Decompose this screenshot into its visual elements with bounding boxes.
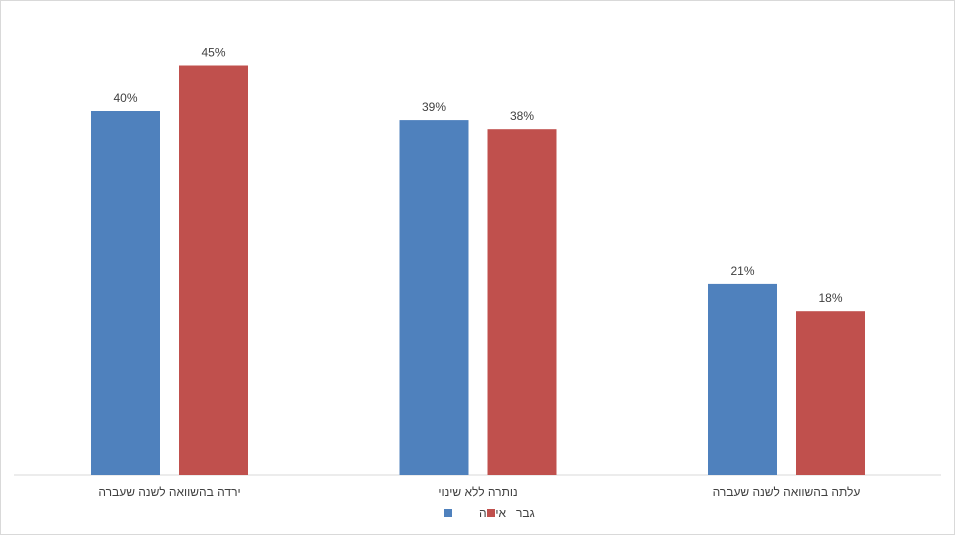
- bars-layer: [91, 65, 865, 475]
- legend-swatch-woman: [444, 509, 452, 517]
- bar-woman-2: [708, 283, 777, 475]
- data-label: 39%: [422, 100, 446, 114]
- category-label: ירדה בהשוואה לשנה שעברה: [98, 485, 240, 499]
- data-label: 21%: [730, 264, 754, 278]
- legend: אישהגבר: [444, 506, 535, 520]
- data-label: 40%: [113, 91, 137, 105]
- category-label: נותרה ללא שינוי: [438, 485, 517, 499]
- bar-woman-1: [399, 120, 469, 475]
- legend-swatch-man: [487, 509, 495, 517]
- bar-man-2: [796, 311, 865, 475]
- legend-label-man: גבר: [516, 506, 535, 520]
- data-label: 18%: [818, 291, 842, 305]
- bar-man-0: [179, 65, 248, 475]
- category-label: עלתה בהשוואה לשנה שעברה: [713, 485, 861, 499]
- bar-woman-0: [91, 111, 160, 475]
- data-label: 45%: [201, 46, 225, 60]
- data-label: 38%: [510, 109, 534, 123]
- bar-man-1: [487, 129, 557, 475]
- data-labels-layer: 40% 45% 39% 38% 21% 18%: [113, 46, 842, 306]
- category-labels-layer: ירדה בהשוואה לשנה שעברה נותרה ללא שינוי על…: [98, 485, 860, 499]
